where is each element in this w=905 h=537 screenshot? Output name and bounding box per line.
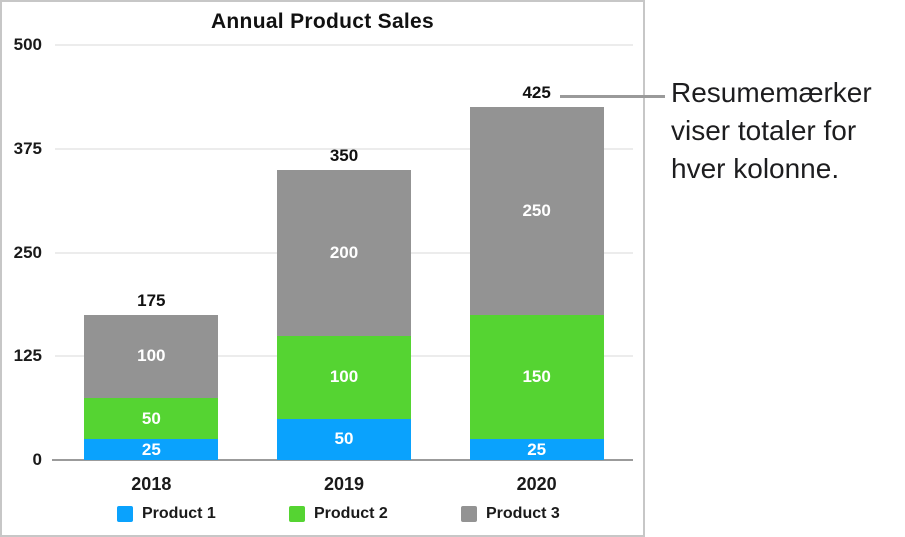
bar-segment-product-1-2020[interactable]: 25 (469, 439, 604, 460)
bar-total-label-2020: 425 (522, 83, 551, 103)
x-axis-category-label-2020: 2020 (516, 474, 557, 494)
y-axis-tick-label-500: 500 (13, 35, 42, 54)
x-axis-line (52, 459, 633, 461)
bar-segment-product-2-2019[interactable]: 100 (277, 335, 411, 419)
segment-value-label: 250 (522, 201, 551, 220)
legend-item-product-1[interactable]: Product 1 (117, 505, 216, 523)
chart-legend: Product 1 Product 2 Product 3 (0, 505, 645, 529)
y-axis-tick-label-0: 0 (32, 450, 42, 469)
segment-value-label: 100 (329, 367, 359, 386)
segment-value-label: 25 (141, 439, 161, 459)
gridline-375 (55, 147, 633, 150)
y-axis-tick-label-375: 375 (13, 138, 42, 158)
bar-segment-product-1-2018[interactable]: 25 (84, 439, 219, 460)
gridline-500 (55, 44, 633, 46)
legend-swatch-product-2 (289, 506, 305, 522)
bar-segment-product-2-2020[interactable]: 150 (469, 314, 604, 440)
bar-segment-product-3-2019[interactable]: 200 (277, 169, 411, 336)
segment-value-label: 25 (527, 439, 547, 459)
segment-value-label: 50 (141, 408, 161, 428)
callout-annotation: Resumemærker viser totaler for hver kolo… (671, 74, 903, 188)
segment-value-label: 100 (137, 346, 166, 366)
callout-connector-line (560, 95, 665, 98)
legend-swatch-product-3 (461, 506, 477, 522)
legend-item-product-3[interactable]: Product 3 (461, 505, 560, 523)
bar-segment-product-2-2018[interactable]: 50 (84, 397, 219, 440)
callout-line-3: hver kolonne. (671, 153, 840, 184)
bar-segment-product-3-2018[interactable]: 100 (84, 314, 219, 398)
callout-line-1: Resumemærker (671, 77, 872, 108)
chart-title: Annual Product Sales (210, 10, 435, 33)
x-axis-category-label-2019: 2019 (323, 474, 365, 494)
plot-area: 0 125 250 375 500 25 50 100 175 2018 50 100 200 350 20… (13, 35, 633, 494)
legend-item-product-2[interactable]: Product 2 (289, 505, 388, 523)
bar-segment-product-1-2019[interactable]: 50 (277, 418, 411, 460)
legend-swatch-product-1 (117, 506, 133, 522)
segment-value-label: 50 (334, 429, 354, 449)
legend-label: Product 1 (142, 505, 216, 522)
legend-label: Product 2 (314, 505, 388, 522)
segment-value-label: 150 (522, 367, 551, 386)
y-axis-tick-label-125: 125 (13, 346, 42, 366)
x-axis-category-label-2018: 2018 (131, 474, 172, 494)
bar-total-label-2018: 175 (137, 290, 166, 310)
legend-label: Product 3 (486, 505, 560, 522)
bar-segment-product-3-2020[interactable]: 250 (469, 107, 604, 315)
y-axis-tick-label-250: 250 (13, 242, 42, 262)
callout-line-2: viser totaler for (671, 115, 857, 146)
segment-value-label: 200 (329, 242, 359, 262)
bar-total-label-2019: 350 (329, 145, 359, 165)
